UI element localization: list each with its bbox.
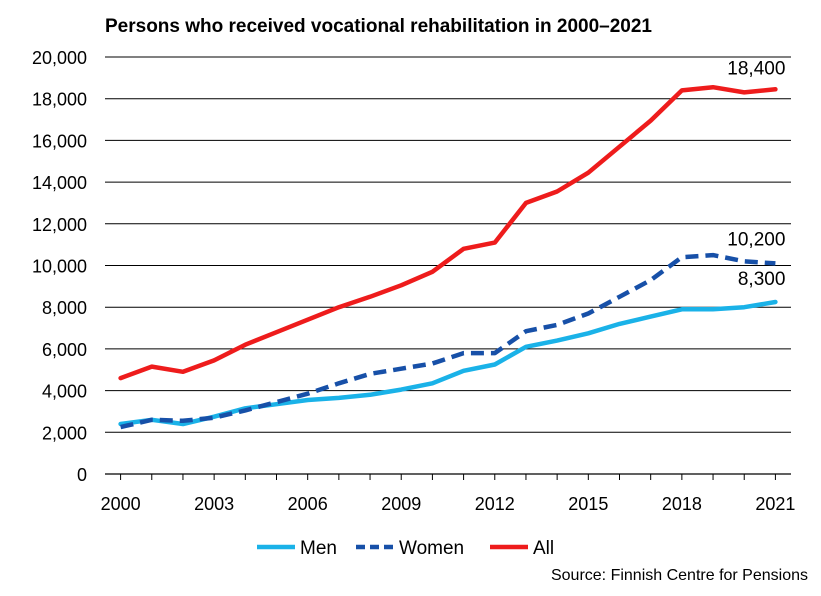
series-lines: [118, 84, 778, 430]
y-tick-label: 14,000: [32, 173, 87, 193]
x-tick-label: 2015: [568, 494, 608, 514]
y-tick-label: 8,000: [42, 298, 87, 318]
y-tick-label: 20,000: [32, 48, 87, 68]
chart-title: Persons who received vocational rehabili…: [105, 16, 652, 37]
series-line-all: [118, 84, 778, 381]
data-label-women: 10,200: [727, 229, 785, 250]
x-tick-label: 2012: [475, 494, 515, 514]
legend-label-all: All: [533, 538, 554, 559]
y-tick-label: 10,000: [32, 257, 87, 277]
y-tick-label: 0: [77, 465, 87, 485]
end-labels: 18,400 10,200 8,300: [727, 58, 785, 290]
y-tick-label: 16,000: [32, 131, 87, 151]
x-tick-label: 2021: [755, 494, 795, 514]
x-tick-label: 2006: [288, 494, 328, 514]
series-line-women: [120, 252, 776, 430]
x-tick-label: 2018: [662, 494, 702, 514]
data-label-men: 8,300: [738, 269, 786, 290]
series-line-men: [118, 299, 778, 427]
legend-label-men: Men: [300, 538, 337, 559]
data-label-all: 18,400: [727, 58, 785, 79]
y-axis-ticks: 0 2,000 4,000 6,000 8,000 10,000 12,000 14,000 1…: [32, 48, 87, 485]
x-tick-label: 2000: [101, 494, 141, 514]
source-note: Source: Finnish Centre for Pensions: [551, 567, 808, 584]
legend-label-women: Women: [399, 538, 464, 559]
x-tick-label: 2009: [381, 494, 421, 514]
gridlines: [105, 56, 791, 433]
y-tick-label: 12,000: [32, 215, 87, 235]
legend: Men Women All: [257, 538, 554, 559]
x-axis: 2000 2003 2006 2009 2012 2015 2018 2021: [101, 473, 795, 514]
y-tick-label: 18,000: [32, 90, 87, 110]
y-tick-label: 4,000: [42, 382, 87, 402]
x-tick-label: 2003: [194, 494, 234, 514]
y-tick-label: 6,000: [42, 340, 87, 360]
y-tick-label: 2,000: [42, 423, 87, 443]
